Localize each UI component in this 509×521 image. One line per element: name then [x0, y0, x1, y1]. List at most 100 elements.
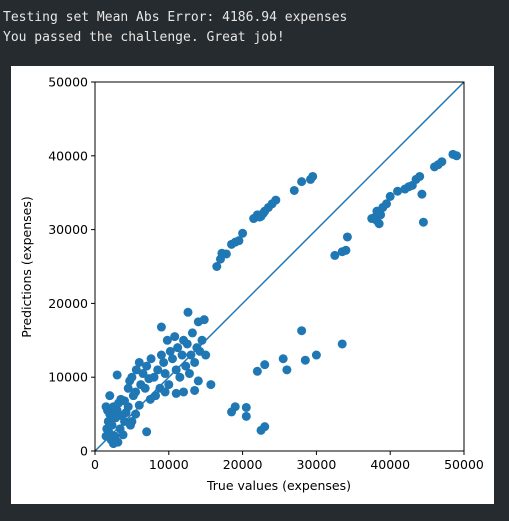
x-tick-label: 50000: [444, 457, 484, 472]
point: [393, 186, 403, 196]
point: [162, 335, 172, 345]
y-tick-label: 30000: [48, 222, 88, 237]
point: [179, 387, 189, 397]
point: [125, 420, 135, 430]
point: [160, 369, 170, 379]
point: [118, 430, 128, 440]
y-tick-label: 0: [80, 444, 88, 459]
point: [311, 350, 321, 360]
point: [374, 219, 384, 229]
point: [123, 383, 133, 393]
point: [341, 245, 351, 255]
point: [201, 350, 211, 360]
point: [282, 365, 292, 375]
point: [297, 326, 307, 336]
point: [238, 228, 248, 238]
point: [241, 411, 251, 421]
point: [177, 350, 187, 360]
output-line: You passed the challenge. Great job!: [3, 30, 285, 45]
point: [230, 402, 240, 412]
x-tick-label: 30000: [297, 457, 337, 472]
reference-line: [94, 81, 465, 452]
point: [308, 171, 318, 181]
point: [164, 380, 174, 390]
point: [382, 199, 392, 209]
point: [142, 427, 152, 437]
point: [415, 171, 425, 181]
point: [184, 369, 194, 379]
point: [171, 388, 181, 398]
point: [112, 370, 122, 380]
point: [241, 402, 251, 412]
y-tick-label: 50000: [48, 75, 88, 90]
point: [260, 422, 270, 432]
point: [105, 391, 115, 401]
point: [134, 400, 144, 410]
point: [260, 360, 270, 370]
x-tick-label: 10000: [149, 457, 189, 472]
point: [342, 232, 352, 242]
y-tick-label: 40000: [48, 148, 88, 163]
point: [437, 157, 447, 167]
point: [234, 236, 244, 246]
point: [105, 409, 115, 419]
point: [107, 420, 117, 430]
point: [187, 328, 197, 338]
y-axis-label: Predictions (expenses): [19, 196, 34, 337]
x-tick-label: 0: [91, 457, 99, 472]
point: [278, 354, 288, 364]
point: [182, 339, 192, 349]
point: [297, 177, 307, 187]
point: [190, 385, 200, 395]
point: [256, 211, 266, 221]
point: [140, 383, 150, 393]
point: [385, 191, 395, 201]
point: [120, 396, 130, 406]
point: [138, 369, 148, 379]
point: [165, 346, 175, 356]
chart: True values (expenses) Predictions (expe…: [19, 75, 484, 494]
point: [173, 343, 183, 353]
point: [156, 350, 166, 360]
point: [372, 206, 382, 216]
point: [146, 354, 156, 364]
point: [330, 250, 340, 260]
point: [193, 376, 203, 386]
point: [127, 372, 137, 382]
point: [160, 387, 170, 397]
point: [300, 355, 310, 365]
point: [271, 195, 281, 205]
point: [170, 332, 180, 342]
point: [337, 339, 347, 349]
point: [181, 361, 191, 371]
point: [252, 366, 262, 376]
x-tick-label: 20000: [223, 457, 263, 472]
point: [175, 372, 185, 382]
point: [134, 357, 144, 367]
point: [221, 249, 231, 259]
point: [113, 437, 123, 447]
output-line: Testing set Mean Abs Error: 4186.94 expe…: [3, 10, 348, 25]
point: [183, 307, 193, 317]
point: [131, 387, 141, 397]
point: [417, 189, 427, 199]
y-tick-label: 20000: [48, 296, 88, 311]
point: [153, 365, 163, 375]
point: [190, 357, 200, 367]
point: [108, 402, 118, 412]
point: [149, 372, 159, 382]
point: [159, 357, 169, 367]
point: [117, 411, 127, 421]
point: [452, 151, 462, 161]
point: [156, 322, 166, 332]
x-axis-label: True values (expenses): [206, 478, 351, 493]
point: [167, 354, 177, 364]
x-tick-label: 40000: [370, 457, 410, 472]
point: [199, 315, 209, 325]
point: [289, 185, 299, 195]
plot-panel: True values (expenses) Predictions (expe…: [11, 66, 494, 504]
point: [418, 217, 428, 227]
point: [212, 262, 222, 271]
point: [206, 380, 216, 390]
